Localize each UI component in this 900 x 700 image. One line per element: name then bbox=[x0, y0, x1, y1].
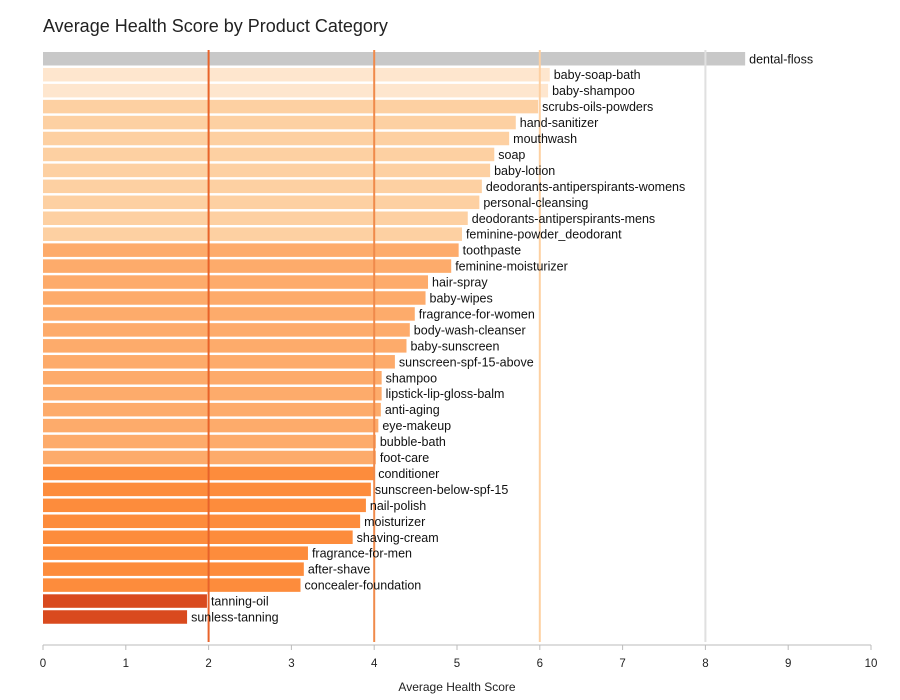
bar-labels: dental-floss baby-soap-bath baby-shampoo sc… bbox=[191, 52, 813, 624]
bar-hand-sanitizer bbox=[43, 115, 516, 130]
bar-label-dental-floss: dental-floss bbox=[749, 52, 813, 66]
bar-label-baby-wipes: baby-wipes bbox=[430, 292, 493, 306]
bar-hair-spray bbox=[43, 275, 429, 289]
x-tick-label-7: 7 bbox=[619, 658, 625, 670]
bar-label-sunless-tanning: sunless-tanning bbox=[191, 611, 279, 625]
bar-sunscreen-below-spf-15 bbox=[43, 482, 371, 497]
bar-label-soap: soap bbox=[498, 148, 525, 162]
bar-label-anti-aging: anti-aging bbox=[385, 403, 440, 417]
bar-scrubs-oils-powders bbox=[43, 99, 539, 114]
bars-layer bbox=[43, 52, 746, 624]
bar-label-hair-spray: hair-spray bbox=[432, 276, 488, 290]
bar-moisturizer bbox=[43, 514, 361, 529]
x-tick-label-0: 0 bbox=[40, 658, 46, 670]
bar-label-feminine-powder_deodorant: feminine-powder_deodorant bbox=[466, 228, 622, 242]
bar-feminine-powder_deodorant bbox=[43, 227, 462, 241]
bar-label-baby-shampoo: baby-shampoo bbox=[552, 84, 635, 98]
bar-label-hand-sanitizer: hand-sanitizer bbox=[520, 116, 599, 130]
bar-label-mouthwash: mouthwash bbox=[513, 132, 577, 146]
bar-concealer-foundation bbox=[43, 578, 301, 592]
bar-label-tanning-oil: tanning-oil bbox=[211, 595, 269, 609]
bar-mouthwash bbox=[43, 131, 510, 146]
bar-label-eye-makeup: eye-makeup bbox=[382, 419, 451, 433]
bar-toothpaste bbox=[43, 243, 459, 257]
bar-baby-sunscreen bbox=[43, 339, 407, 353]
bar-tanning-oil bbox=[43, 594, 207, 608]
bar-deodorants-antiperspirants-mens bbox=[43, 211, 468, 225]
bar-dental-floss bbox=[43, 52, 746, 66]
bar-anti-aging bbox=[43, 402, 381, 417]
bar-label-baby-sunscreen: baby-sunscreen bbox=[410, 339, 499, 353]
bar-eye-makeup bbox=[43, 418, 379, 433]
x-tick-label-1: 1 bbox=[123, 658, 129, 670]
bar-label-baby-lotion: baby-lotion bbox=[494, 164, 555, 178]
x-axis: 0 1 2 3 4 5 6 7 8 9 10 bbox=[40, 644, 878, 670]
bar-label-concealer-foundation: concealer-foundation bbox=[305, 579, 422, 593]
bar-after-shave bbox=[43, 562, 304, 576]
bar-label-foot-care: foot-care bbox=[380, 451, 429, 465]
x-axis-title: Average Health Score bbox=[398, 680, 516, 694]
reference-lines bbox=[207, 50, 707, 642]
bar-sunless-tanning bbox=[43, 610, 188, 624]
bar-label-moisturizer: moisturizer bbox=[364, 515, 425, 529]
bar-soap bbox=[43, 147, 495, 162]
x-tick-label-10: 10 bbox=[865, 658, 878, 670]
bar-label-deodorants-antiperspirants-womens: deodorants-antiperspirants-womens bbox=[486, 180, 685, 194]
bar-label-bubble-bath: bubble-bath bbox=[380, 435, 446, 449]
bar-label-personal-cleansing: personal-cleansing bbox=[483, 196, 588, 210]
bar-fragrance-for-women bbox=[43, 307, 415, 321]
bar-label-fragrance-for-women: fragrance-for-women bbox=[419, 307, 535, 321]
bar-label-feminine-moisturizer: feminine-moisturizer bbox=[455, 260, 568, 274]
bar-deodorants-antiperspirants-womens bbox=[43, 179, 482, 194]
bar-nail-polish bbox=[43, 498, 366, 513]
x-tick-label-2: 2 bbox=[205, 658, 211, 670]
bar-body-wash-cleanser bbox=[43, 323, 410, 337]
x-tick-label-9: 9 bbox=[785, 658, 791, 670]
bar-label-toothpaste: toothpaste bbox=[463, 244, 521, 258]
bar-label-after-shave: after-shave bbox=[308, 563, 371, 577]
bar-fragrance-for-men bbox=[43, 546, 308, 560]
bar-baby-wipes bbox=[43, 291, 426, 305]
x-tick-label-6: 6 bbox=[537, 658, 543, 670]
x-tick-label-8: 8 bbox=[702, 658, 708, 670]
bar-personal-cleansing bbox=[43, 195, 480, 210]
bar-label-shaving-cream: shaving-cream bbox=[357, 531, 439, 545]
bar-label-deodorants-antiperspirants-mens: deodorants-antiperspirants-mens bbox=[472, 212, 655, 226]
bar-label-baby-soap-bath: baby-soap-bath bbox=[554, 68, 641, 82]
x-tick-label-4: 4 bbox=[371, 658, 378, 670]
bar-baby-shampoo bbox=[43, 83, 549, 98]
bar-shampoo bbox=[43, 371, 382, 385]
bar-lipstick-lip-gloss-balm bbox=[43, 386, 382, 401]
bar-shaving-cream bbox=[43, 530, 353, 544]
bar-label-scrubs-oils-powders: scrubs-oils-powders bbox=[542, 100, 653, 114]
bar-label-sunscreen-below-spf-15: sunscreen-below-spf-15 bbox=[375, 483, 508, 497]
x-tick-label-5: 5 bbox=[454, 658, 460, 670]
bar-label-lipstick-lip-gloss-balm: lipstick-lip-gloss-balm bbox=[386, 387, 505, 401]
bar-label-shampoo: shampoo bbox=[386, 371, 437, 385]
bar-feminine-moisturizer bbox=[43, 259, 452, 273]
x-tick-label-3: 3 bbox=[288, 658, 294, 670]
bar-sunscreen-spf-15-above bbox=[43, 355, 395, 369]
bar-baby-lotion bbox=[43, 163, 491, 178]
bar-label-sunscreen-spf-15-above: sunscreen-spf-15-above bbox=[399, 355, 534, 369]
bar-label-conditioner: conditioner bbox=[378, 467, 439, 481]
bar-label-nail-polish: nail-polish bbox=[370, 499, 426, 513]
chart-title: Average Health Score by Product Category bbox=[43, 16, 388, 36]
bar-label-body-wash-cleanser: body-wash-cleanser bbox=[414, 323, 526, 337]
bar-label-fragrance-for-men: fragrance-for-men bbox=[312, 547, 412, 561]
bar-baby-soap-bath bbox=[43, 67, 550, 82]
